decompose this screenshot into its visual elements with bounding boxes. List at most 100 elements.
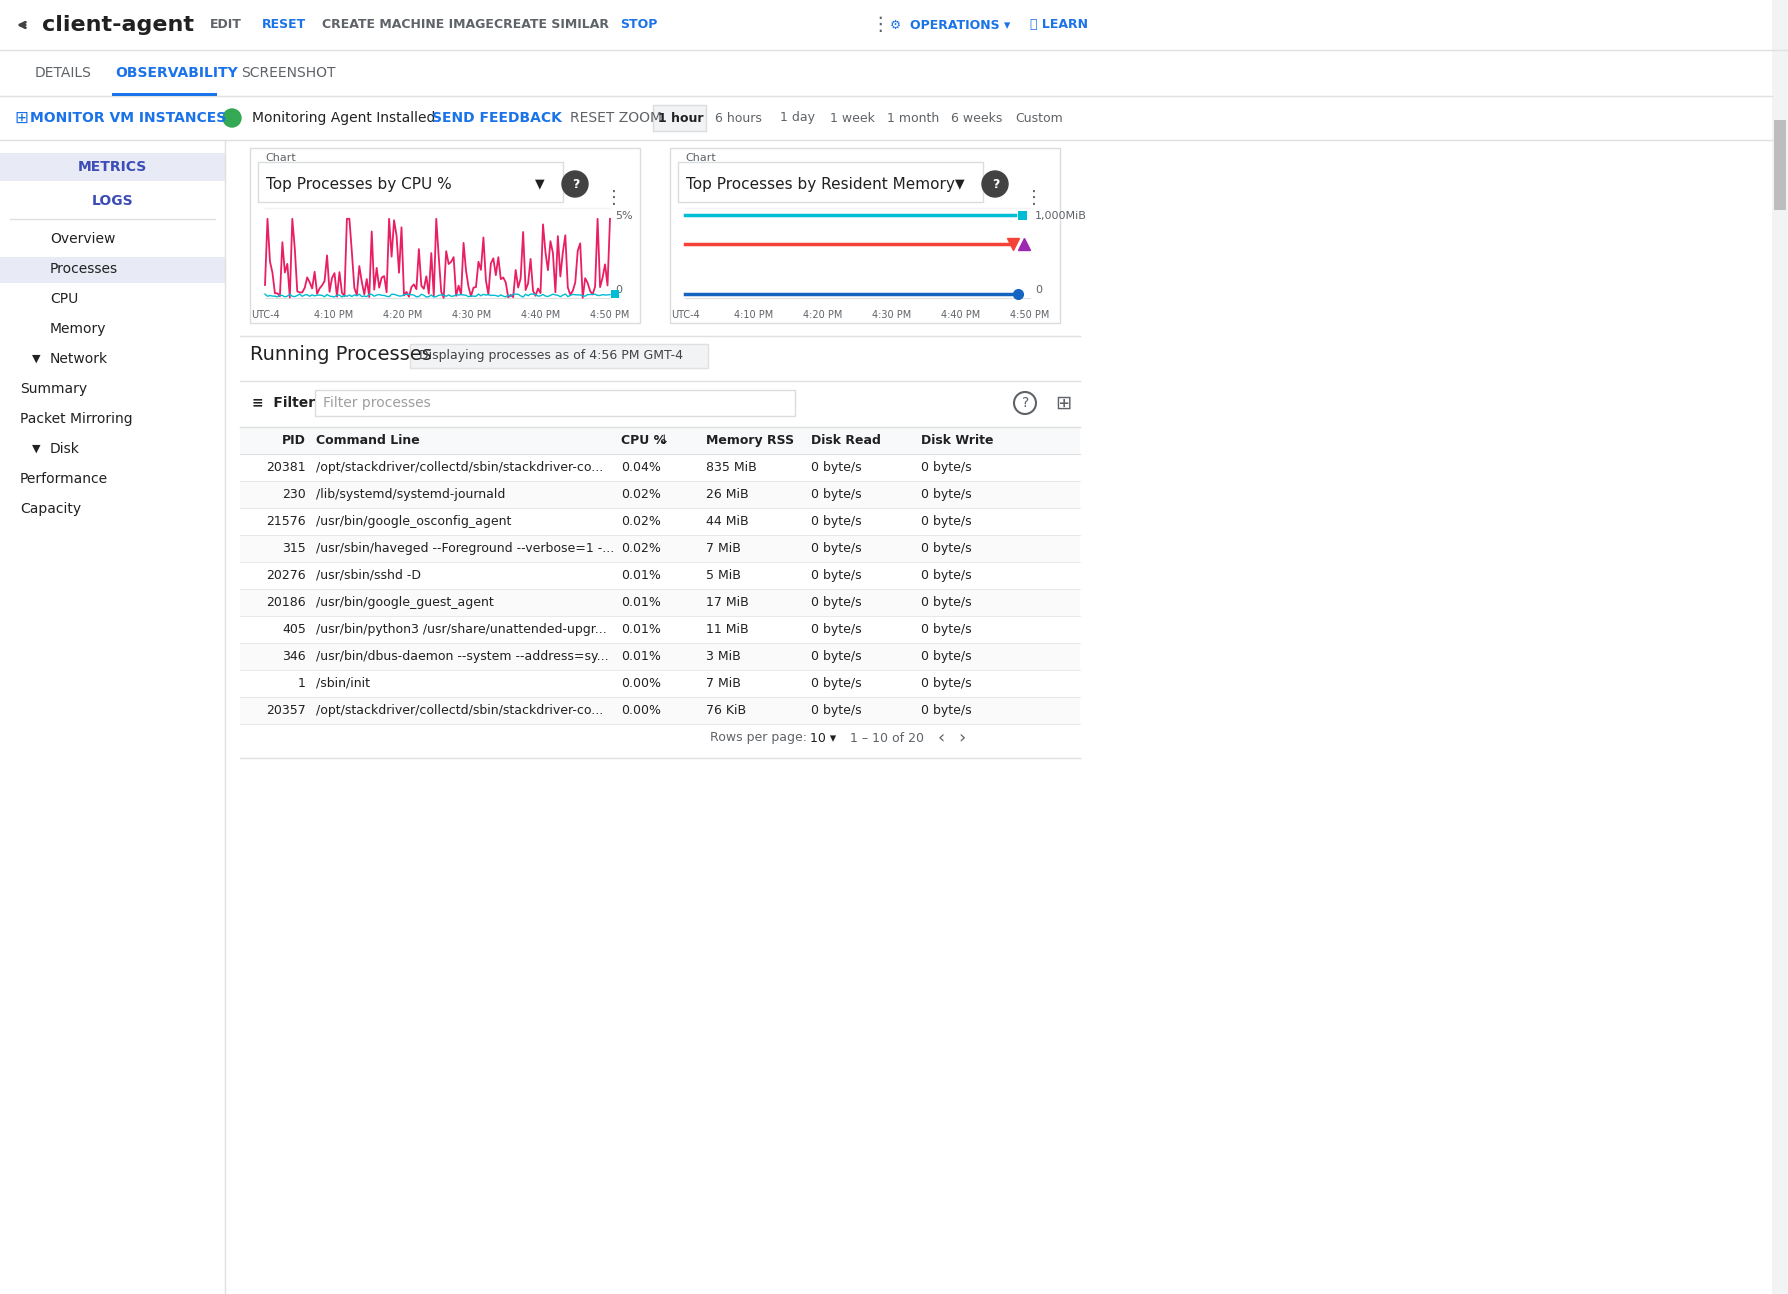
Text: ⋮: ⋮ [871, 16, 889, 35]
Text: Packet Mirroring: Packet Mirroring [20, 411, 132, 426]
Text: 0.00%: 0.00% [620, 677, 662, 690]
Text: 0 byte/s: 0 byte/s [812, 515, 862, 528]
Text: 7 MiB: 7 MiB [706, 542, 740, 555]
Text: /usr/bin/google_osconfig_agent: /usr/bin/google_osconfig_agent [316, 515, 511, 528]
Bar [0, 140, 225, 1294]
Text: client-agent: client-agent [41, 16, 195, 35]
Bar [0, 96, 1772, 140]
Text: Chart: Chart [265, 153, 295, 163]
Bar [240, 427, 1080, 454]
Text: ▼: ▼ [32, 355, 41, 364]
Text: 835 MiB: 835 MiB [706, 461, 756, 474]
Bar [111, 93, 216, 96]
Bar [1774, 120, 1786, 210]
Bar [250, 148, 640, 324]
Text: 76 KiB: 76 KiB [706, 704, 746, 717]
Bar [0, 153, 225, 181]
Text: /opt/stackdriver/collectd/sbin/stackdriver-co...: /opt/stackdriver/collectd/sbin/stackdriv… [316, 461, 603, 474]
Text: 0.02%: 0.02% [620, 542, 662, 555]
Text: RESET: RESET [263, 18, 306, 31]
Text: 0 byte/s: 0 byte/s [812, 461, 862, 474]
Text: CREATE SIMILAR: CREATE SIMILAR [493, 18, 608, 31]
Text: Processes: Processes [50, 261, 118, 276]
Text: ?: ? [992, 177, 999, 190]
Text: /usr/bin/dbus-daemon --system --address=sy...: /usr/bin/dbus-daemon --system --address=… [316, 650, 608, 663]
Bar [240, 562, 1080, 589]
Text: /usr/bin/google_guest_agent: /usr/bin/google_guest_agent [316, 597, 493, 609]
Text: CREATE MACHINE IMAGE: CREATE MACHINE IMAGE [322, 18, 493, 31]
Text: 0 byte/s: 0 byte/s [921, 461, 971, 474]
Text: 0.01%: 0.01% [620, 597, 662, 609]
Text: ⋮: ⋮ [1025, 189, 1042, 207]
Text: 20357: 20357 [266, 704, 306, 717]
Text: 0 byte/s: 0 byte/s [921, 677, 971, 690]
Text: 0 byte/s: 0 byte/s [921, 515, 971, 528]
Text: 3 MiB: 3 MiB [706, 650, 740, 663]
Text: CPU: CPU [50, 292, 79, 305]
Text: 4:50 PM: 4:50 PM [1010, 311, 1050, 320]
Text: 🎓 LEARN: 🎓 LEARN [1030, 18, 1089, 31]
Text: Memory RSS: Memory RSS [706, 433, 794, 446]
Text: ?: ? [572, 177, 579, 190]
Text: 1 hour: 1 hour [658, 111, 703, 124]
Bar [409, 344, 708, 367]
Text: PID: PID [283, 433, 306, 446]
Text: 21576: 21576 [266, 515, 306, 528]
Text: 315: 315 [283, 542, 306, 555]
Text: ↓: ↓ [654, 433, 669, 446]
Text: Custom: Custom [1016, 111, 1064, 124]
Bar [240, 509, 1080, 534]
Text: 11 MiB: 11 MiB [706, 622, 749, 635]
Text: /lib/systemd/systemd-journald: /lib/systemd/systemd-journald [316, 488, 506, 501]
Text: MONITOR VM INSTANCES: MONITOR VM INSTANCES [30, 111, 227, 126]
Text: Disk Write: Disk Write [921, 433, 994, 446]
Text: 230: 230 [283, 488, 306, 501]
Text: 0 byte/s: 0 byte/s [921, 622, 971, 635]
Text: Top Processes by CPU %: Top Processes by CPU % [266, 176, 452, 192]
Bar [0, 0, 1788, 50]
Text: LOGS: LOGS [91, 194, 134, 208]
Text: 0 byte/s: 0 byte/s [921, 569, 971, 582]
Text: 7 MiB: 7 MiB [706, 677, 740, 690]
Text: Command Line: Command Line [316, 433, 420, 446]
Text: 0 byte/s: 0 byte/s [812, 622, 862, 635]
Text: /opt/stackdriver/collectd/sbin/stackdriver-co...: /opt/stackdriver/collectd/sbin/stackdriv… [316, 704, 603, 717]
Text: UTC-4: UTC-4 [670, 311, 699, 320]
Text: CPU %: CPU % [620, 433, 667, 446]
Text: Memory: Memory [50, 322, 107, 336]
Text: 0 byte/s: 0 byte/s [812, 704, 862, 717]
Text: 0.02%: 0.02% [620, 515, 662, 528]
Text: 4:10 PM: 4:10 PM [315, 311, 354, 320]
Text: Summary: Summary [20, 382, 88, 396]
Bar [240, 670, 1080, 697]
Text: METRICS: METRICS [79, 160, 147, 173]
Text: 4:40 PM: 4:40 PM [940, 311, 980, 320]
Text: /usr/bin/python3 /usr/share/unattended-upgr...: /usr/bin/python3 /usr/share/unattended-u… [316, 622, 606, 635]
Text: 44 MiB: 44 MiB [706, 515, 749, 528]
Text: /usr/sbin/haveged --Foreground --verbose=1 -...: /usr/sbin/haveged --Foreground --verbose… [316, 542, 615, 555]
Bar [240, 481, 1080, 509]
Text: 1: 1 [299, 677, 306, 690]
Text: 4:10 PM: 4:10 PM [735, 311, 774, 320]
Text: 0 byte/s: 0 byte/s [812, 677, 862, 690]
Text: Overview: Overview [50, 232, 116, 246]
Text: 0 byte/s: 0 byte/s [812, 488, 862, 501]
Text: 0 byte/s: 0 byte/s [921, 488, 971, 501]
Text: ›: › [958, 729, 966, 747]
Text: Top Processes by Resident Memory: Top Processes by Resident Memory [687, 176, 955, 192]
Text: 4:40 PM: 4:40 PM [522, 311, 561, 320]
Text: 1 – 10 of 20: 1 – 10 of 20 [849, 731, 924, 744]
Text: Capacity: Capacity [20, 502, 80, 516]
Text: Displaying processes as of 4:56 PM GMT-4: Displaying processes as of 4:56 PM GMT-4 [418, 349, 683, 362]
Text: EDIT: EDIT [209, 18, 241, 31]
Text: 1 week: 1 week [830, 111, 874, 124]
Text: 5%: 5% [615, 211, 633, 221]
Text: 10 ▾: 10 ▾ [810, 731, 837, 744]
Text: Monitoring Agent Installed: Monitoring Agent Installed [252, 111, 434, 126]
Circle shape [982, 171, 1008, 197]
Bar [240, 616, 1080, 643]
Text: Chart: Chart [685, 153, 715, 163]
Text: 4:30 PM: 4:30 PM [873, 311, 912, 320]
Text: Disk: Disk [50, 443, 80, 455]
Bar [653, 105, 706, 131]
